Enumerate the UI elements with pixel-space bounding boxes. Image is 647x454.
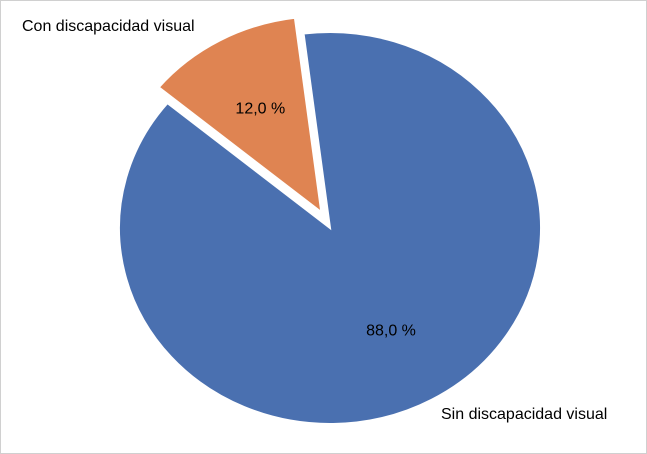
category-label: Sin discapacidad visual [441, 406, 607, 423]
value-label: 12,0 % [235, 100, 285, 117]
pie-slice [157, 16, 323, 215]
pie-slice [118, 31, 542, 425]
value-label: 88,0 % [366, 322, 416, 339]
category-label: Con discapacidad visual [22, 18, 195, 35]
